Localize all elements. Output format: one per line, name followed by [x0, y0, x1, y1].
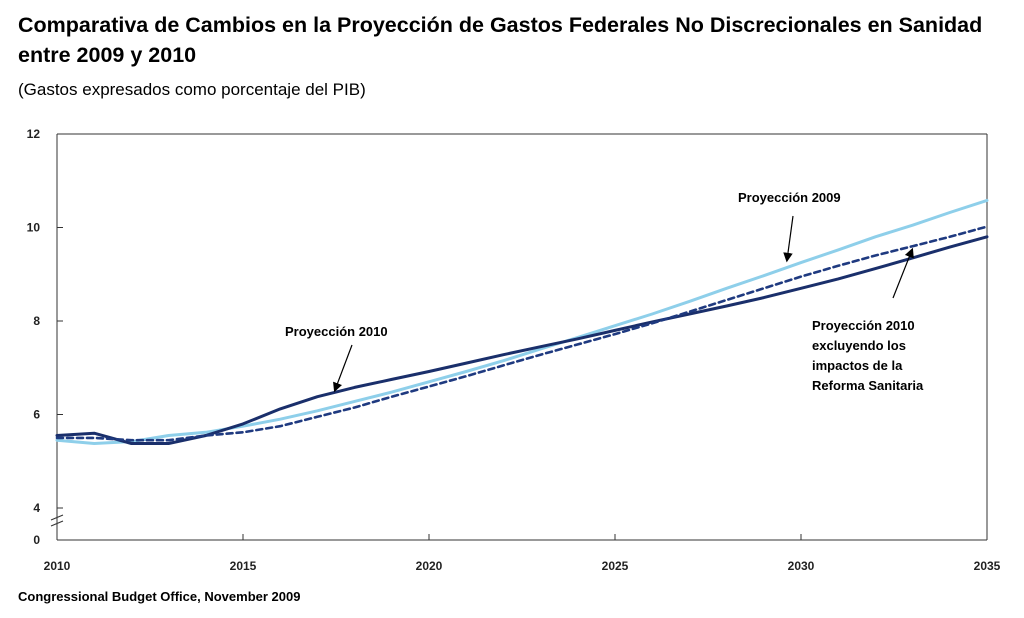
- annotation-label: Proyección 2010: [812, 318, 915, 333]
- annotation-label: Proyección 2009: [738, 190, 841, 205]
- annotation-label: impactos de la: [812, 358, 903, 373]
- x-tick-label: 2010: [44, 559, 71, 573]
- annotation-label: Proyección 2010: [285, 324, 388, 339]
- y-tick-label: 0: [33, 533, 40, 547]
- y-tick-label: 10: [27, 221, 41, 235]
- y-tick-label: 8: [33, 314, 40, 328]
- chart-title: Comparativa de Cambios en la Proyección …: [18, 13, 983, 67]
- y-tick-label: 12: [27, 127, 41, 141]
- y-tick-label: 4: [33, 501, 40, 515]
- x-tick-label: 2025: [602, 559, 629, 573]
- x-tick-label: 2030: [788, 559, 815, 573]
- axis-break-mark: [50, 520, 64, 527]
- series-line-2: [55, 235, 989, 445]
- y-tick-label: 6: [33, 408, 40, 422]
- series-line-3: [55, 225, 989, 442]
- annotation-arrow: [783, 215, 794, 263]
- annotation-label: excluyendo los: [812, 338, 906, 353]
- x-tick-label: 2015: [230, 559, 257, 573]
- source-note: Congressional Budget Office, November 20…: [18, 589, 301, 604]
- annotation-arrow: [892, 247, 914, 299]
- annotation-arrow: [333, 344, 353, 393]
- chart-subtitle: (Gastos expresados como porcentaje del P…: [18, 80, 366, 99]
- annotation-label: Reforma Sanitaria: [812, 378, 924, 393]
- x-tick-label: 2035: [974, 559, 1001, 573]
- axis-break-mark: [50, 514, 64, 521]
- series-line-1: [55, 198, 989, 445]
- x-tick-label: 2020: [416, 559, 443, 573]
